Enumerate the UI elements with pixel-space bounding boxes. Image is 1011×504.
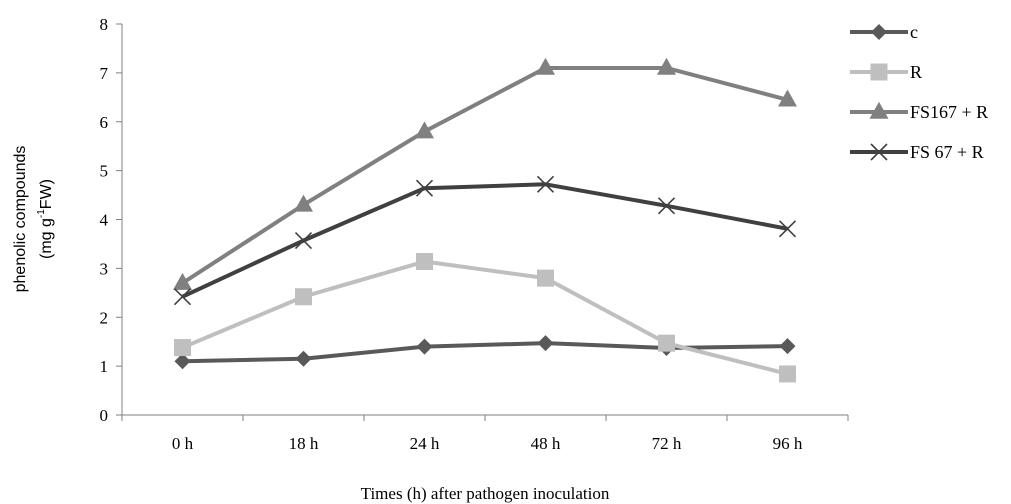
data-point [416,338,433,355]
legend-entry: R [850,62,922,82]
series-line [181,182,788,299]
data-point [537,269,554,287]
x-tick-label: 96 h [773,434,803,453]
y-tick-label: 7 [100,64,109,83]
series-2 [174,253,796,383]
y-axis-label-line2: (mg g-1FW) [36,179,55,259]
legend-marker [869,101,889,119]
data-point [657,197,676,215]
data-point [295,288,312,306]
y-axis-label-unit-post: FW) [38,179,55,209]
y-ticks: 0 1 2 3 4 5 6 7 8 [100,15,122,425]
data-point [536,57,555,75]
y-axis-label-unit-pre: (mg g [38,218,55,259]
y-tick-label: 3 [100,259,109,278]
data-point [779,365,796,383]
y-tick-label: 8 [100,15,109,34]
x-axis-label: Times (h) after pathogen inoculation [361,484,610,503]
y-axis-label-line1: phenolic compounds [12,146,29,293]
data-point [657,57,676,75]
x-ticks: 0 h 18 h 24 h 48 h 72 h 96 h [121,415,849,453]
x-tick-label: 0 h [172,434,194,453]
data-point [295,350,312,367]
data-point [779,338,796,355]
legend-marker [870,143,888,161]
y-tick-label: 0 [100,406,109,425]
legend-entry: c [850,22,918,42]
y-axis-label-unit-sup: -1 [36,209,47,218]
legend-label: R [910,62,922,82]
legend-entry: FS167 + R [850,101,988,122]
legend-label: FS167 + R [910,102,988,122]
legend-label: c [910,22,918,42]
x-tick-label: 18 h [289,434,319,453]
data-point [174,339,191,357]
series-line [181,259,788,376]
legend: cR FS167 + R FS 67 + R [850,22,988,162]
x-tick-label: 48 h [531,434,561,453]
series-4 [173,175,797,306]
data-point [778,89,797,107]
series-3 [173,57,797,290]
legend-label: FS 67 + R [910,142,984,162]
y-tick-label: 6 [100,113,109,132]
data-point [173,272,192,290]
x-tick-label: 72 h [652,434,682,453]
y-tick-label: 1 [100,357,109,376]
x-tick-label: 24 h [410,434,440,453]
y-tick-label: 5 [100,162,109,181]
legend-marker [870,63,888,81]
data-point [173,288,192,306]
series-layer [173,57,797,383]
y-tick-label: 4 [100,211,109,230]
data-point [174,353,191,370]
data-point [415,179,434,197]
legend-entry: FS 67 + R [850,142,984,162]
data-point [658,334,675,352]
legend-marker [871,24,887,40]
data-point [294,194,313,212]
y-tick-label: 2 [100,308,109,327]
data-point [537,335,554,352]
data-point [778,220,797,238]
data-point [536,175,555,193]
data-point [294,231,313,250]
data-point [415,121,434,139]
y-axis-label: phenolic compounds (mg g-1FW) [12,146,55,293]
data-point [416,253,433,271]
series-line [181,65,789,285]
